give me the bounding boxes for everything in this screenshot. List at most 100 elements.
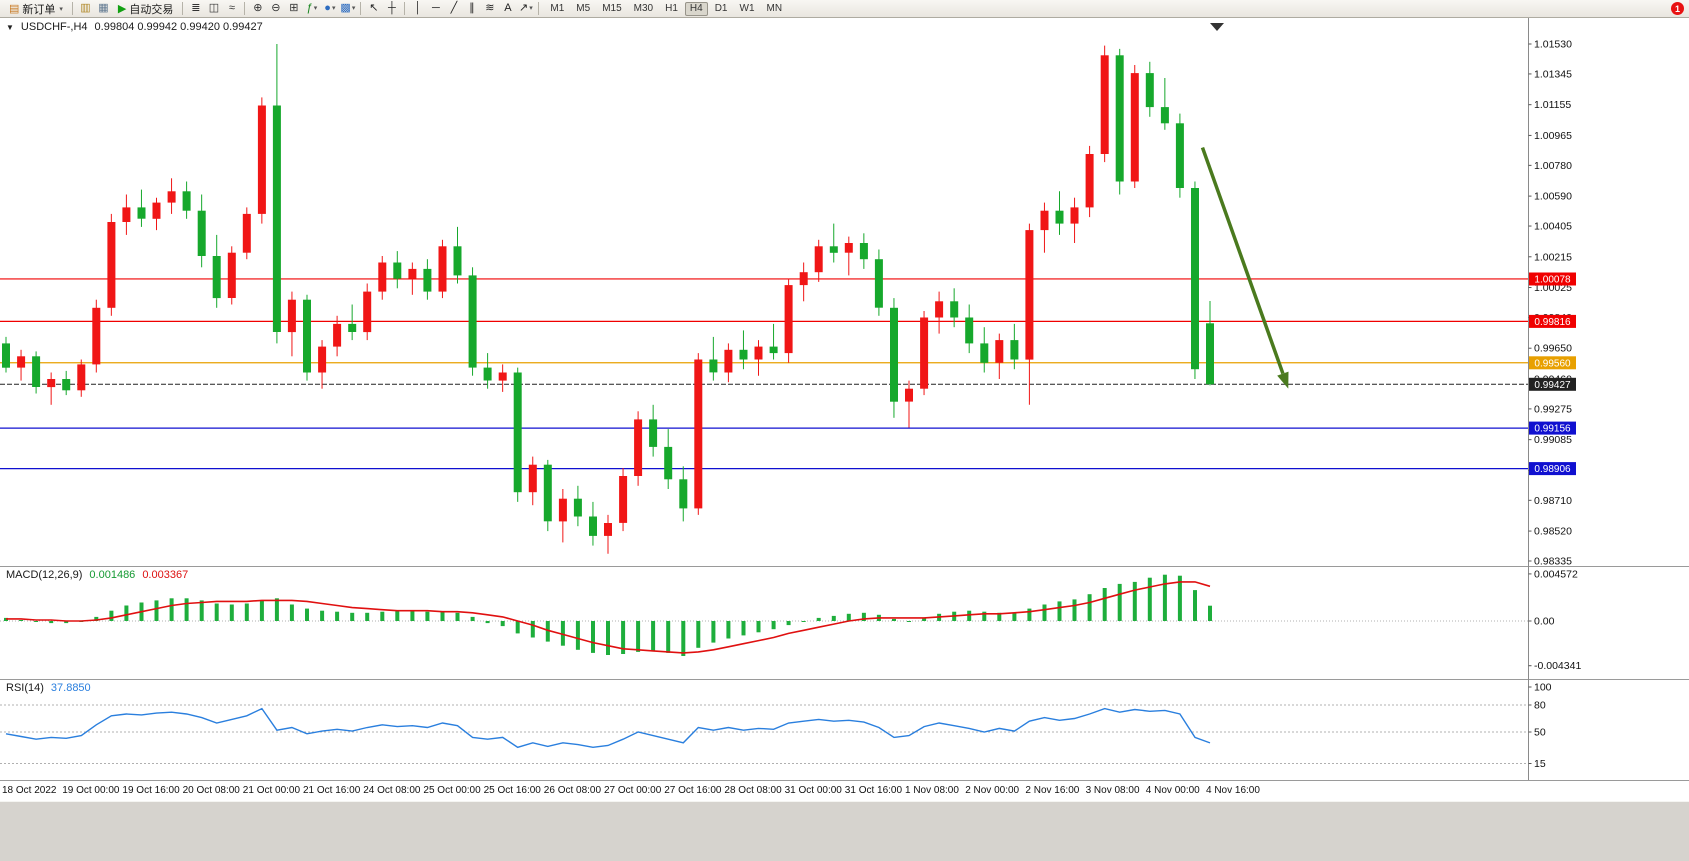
price-axis-label: 1.01155 [1534,99,1571,111]
candle [77,364,86,391]
macd-bar [530,621,535,638]
rsi-chart-canvas[interactable]: 100 80 50 15 [0,679,1689,780]
timeframe-button-m1[interactable]: M1 [550,3,565,14]
candle [318,346,327,373]
price-line-badge-label: 0.98906 [1534,464,1571,475]
timeframe-button-m5[interactable]: M5 [576,3,591,14]
crosshair-icon[interactable]: ┼ [383,1,400,16]
timeframe-button-m30[interactable]: M30 [633,3,654,14]
autotrade-button[interactable]: ▶ 自动交易 [113,1,178,16]
time-axis-label: 27 Oct 00:00 [604,785,662,796]
rsi-axis-label: 50 [1534,727,1546,739]
time-axis-label: 4 Nov 16:00 [1206,785,1260,796]
macd-bar [681,621,686,656]
macd-bar [651,621,656,651]
rsi-line [5,707,1211,749]
macd-bar [786,621,791,626]
chart-window-icon-glyph: ▥ [80,2,91,14]
candle [709,359,718,373]
indicators-icon[interactable]: ƒ ▾ [303,1,320,16]
chart-window-icon[interactable]: ▥ [77,1,94,16]
timeframe-button-d1[interactable]: D1 [714,3,728,14]
price-axis-label: 1.00215 [1534,251,1572,263]
trendline-icon[interactable]: ╱ [445,1,462,16]
vertical-line-icon-glyph: │ [414,2,422,14]
refresh-icon[interactable]: ▦ [95,1,112,16]
price-axis[interactable]: 1.01530 1.01345 1.01155 1.00965 1.00780 1.005… [1528,18,1577,567]
candle [257,105,266,214]
rsi-axis-label: 80 [1534,700,1546,712]
price-axis-label: 0.99085 [1534,434,1572,446]
candle [1070,207,1079,224]
macd-bar [575,621,580,650]
text-icon[interactable]: A [499,1,516,16]
candle [513,372,522,493]
macd-bar [726,621,731,639]
macd-bar [1147,577,1152,621]
chevron-down-icon: ▾ [331,5,336,12]
candle [498,372,507,381]
new-order-button[interactable]: ▤ 新订单 ▾ [4,1,68,16]
templates-icon[interactable]: ▩ ▾ [339,1,356,16]
macd-axis[interactable]: 0.004572 0.00 -0.004341 [1528,566,1582,679]
macd-bar [560,621,565,646]
candle [212,256,221,299]
rsi-axis[interactable]: 100 80 50 15 [1528,679,1552,780]
price-panel: ▼ USDCHF-,H4 0.99804 0.99942 0.99420 0.9… [0,18,1689,566]
zoom-in-icon[interactable]: ⊕ [249,1,266,16]
chart-ohlc-values: 0.99804 0.99942 0.99420 0.99427 [94,21,263,33]
timeframe-button-h4[interactable]: H4 [684,1,708,16]
line-chart-icon[interactable]: ≈ [223,1,240,16]
timeframe-button-m15[interactable]: M15 [602,3,622,14]
notification-badge[interactable]: 1 [1671,2,1684,15]
time-axis-label: 31 Oct 16:00 [844,785,903,796]
candle [122,207,131,222]
macd-label: MACD(12,26,9) [6,569,83,581]
time-axis[interactable]: 18 Oct 2022 19 Oct 00:00 19 Oct 16:00 20 Oc… [0,780,1689,801]
cursor-icon[interactable]: ↖ [365,1,382,16]
price-line-badge [1529,272,1576,286]
candle [303,299,311,373]
price-chart-canvas[interactable]: 1.01530 1.01345 1.01155 1.00965 1.00780 1.005… [0,18,1689,566]
candle [227,252,236,298]
vertical-line-icon[interactable]: │ [409,1,426,16]
candle [814,246,823,273]
tile-windows-icon[interactable]: ⊞ [285,1,302,16]
macd-bar [395,610,400,621]
refresh-icon-glyph: ▦ [98,2,109,14]
candlestick-chart-icon[interactable]: ◫ [205,1,222,16]
timeframe-button-w1[interactable]: W1 [739,3,755,14]
macd-bar [771,621,776,630]
macd-bar [711,621,716,643]
channel-icon-glyph: ∥ [469,2,475,14]
channel-icon[interactable]: ∥ [463,1,480,16]
candle [604,523,612,536]
price-axis-label: 0.98335 [1534,556,1572,567]
candle [2,343,10,368]
macd-bar [154,600,159,621]
candle [1115,55,1124,182]
time-axis-label: 2 Nov 00:00 [965,785,1020,796]
fibonacci-icon[interactable]: ≋ [481,1,498,16]
macd-chart-canvas[interactable]: 0.004572 0.00 -0.004341 [0,566,1689,679]
rsi-value: 37.8850 [50,682,91,694]
periods-icon-glyph: ● [324,2,331,14]
chevron-down-icon: ▾ [529,5,533,12]
timeframe-button-h1[interactable]: H1 [665,3,678,14]
candle [829,246,838,253]
zoom-in-icon-glyph: ⊕ [253,2,263,14]
candle [558,498,567,522]
bar-chart-icon[interactable]: ≣ [187,1,204,16]
candle [739,349,748,360]
macd-bar [1057,601,1062,621]
horizontal-line-icon[interactable]: ─ [427,1,444,16]
arrows-icon[interactable]: ↗ ▾ [517,1,534,16]
chart-shift-marker-icon[interactable] [1210,23,1224,31]
price-axis-label: 1.01530 [1534,39,1572,51]
time-axis-label: 25 Oct 16:00 [483,785,541,796]
zoom-out-icon[interactable]: ⊖ [267,1,284,16]
periods-icon[interactable]: ● ▾ [321,1,338,16]
trend-arrow[interactable] [1200,146,1289,389]
macd-bar [500,621,505,627]
timeframe-button-mn[interactable]: MN [766,3,783,14]
